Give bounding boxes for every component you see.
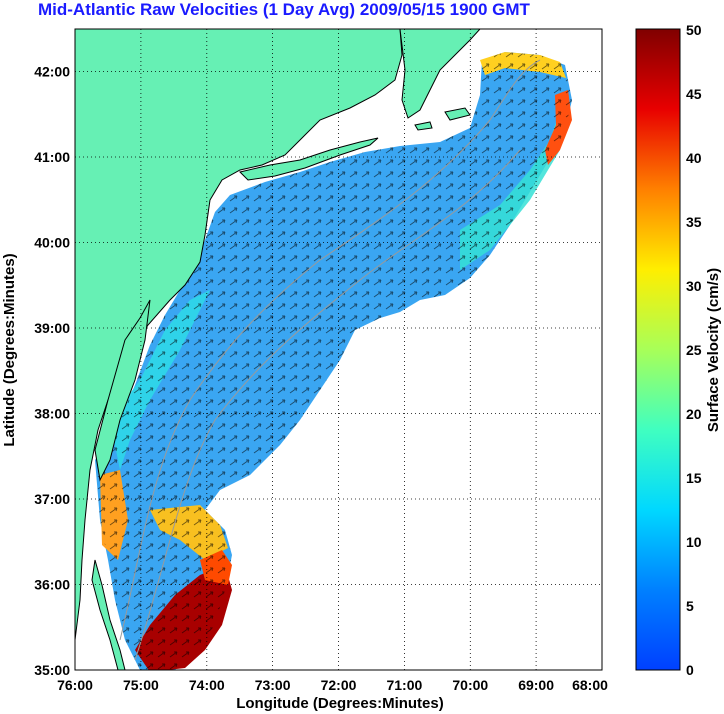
colorbar-tick-label: 40 (686, 150, 702, 166)
colorbar-tick-label: 30 (686, 278, 702, 294)
x-tick-label: 69:00 (518, 677, 554, 693)
y-tick-label: 42:00 (34, 64, 70, 80)
y-tick-label: 40:00 (34, 235, 70, 251)
x-tick-label: 72:00 (321, 677, 357, 693)
y-tick-label: 37:00 (34, 491, 70, 507)
colorbar: 0 5 10 15 20 25 30 35 40 45 50 Surface V… (635, 22, 722, 678)
land-cape-cod (399, 29, 481, 119)
colorbar-gradient (635, 28, 681, 671)
y-axis: 35:00 36:00 37:00 38:00 39:00 40:00 41:0… (1, 64, 70, 679)
land-long-island (239, 137, 379, 181)
velocity-vectors (95, 52, 572, 670)
y-tick-label: 38:00 (34, 406, 70, 422)
grid (75, 29, 602, 670)
colorbar-tick-label: 10 (686, 534, 702, 550)
land-islands (414, 107, 471, 131)
bathymetry-contour (134, 149, 521, 661)
x-tick-label: 73:00 (255, 677, 291, 693)
colorbar-label: Surface Velocity (cm/s) (705, 268, 722, 432)
y-tick-label: 39:00 (34, 320, 70, 336)
colorbar-tick-label: 50 (686, 22, 702, 38)
y-tick-label: 35:00 (34, 662, 70, 678)
bathymetry-contour (119, 59, 541, 641)
colorbar-tick-label: 15 (686, 470, 702, 486)
plot-frame (74, 28, 603, 671)
y-tick-label: 41:00 (34, 149, 70, 165)
x-tick-label: 70:00 (452, 677, 488, 693)
x-axis-label: Longitude (Degrees:Minutes) (236, 695, 444, 712)
colorbar-tick-label: 0 (686, 662, 694, 678)
land-delmarva (94, 299, 151, 482)
x-tick-label: 75:00 (123, 677, 159, 693)
colorbar-tick-label: 45 (686, 86, 702, 102)
x-tick-label: 74:00 (189, 677, 225, 693)
x-tick-label: 71:00 (386, 677, 422, 693)
land-mainland (75, 29, 403, 641)
x-tick-label: 76:00 (57, 677, 93, 693)
x-axis: 76:00 75:00 74:00 73:00 72:00 71:00 70:0… (57, 677, 608, 712)
colorbar-tick-label: 25 (686, 342, 702, 358)
y-axis-label: Latitude (Degrees:Minutes) (1, 253, 18, 446)
chart-title: Mid-Atlantic Raw Velocities (1 Day Avg) … (38, 0, 530, 19)
colorbar-tick-label: 20 (686, 406, 702, 422)
land-outer-banks (91, 559, 126, 670)
y-tick-label: 36:00 (34, 577, 70, 593)
x-tick-label: 68:00 (572, 677, 608, 693)
colorbar-tick-label: 35 (686, 214, 702, 230)
colorbar-tick-label: 5 (686, 598, 694, 614)
